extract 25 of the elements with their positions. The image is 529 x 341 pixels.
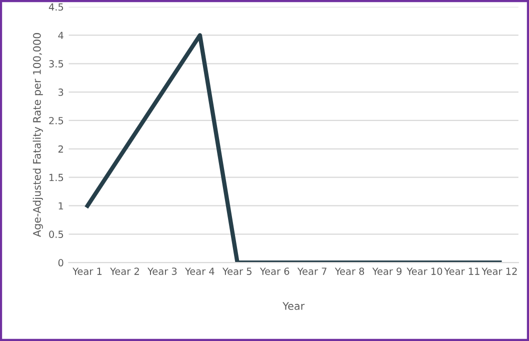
line-series bbox=[85, 33, 502, 263]
y-tick-label: 4.5 bbox=[48, 3, 64, 11]
x-tick-label: Year 7 bbox=[297, 268, 326, 275]
x-tick-label: Year 1 bbox=[72, 268, 102, 275]
y-tick-label: 3 bbox=[58, 88, 64, 96]
x-tick-label: Year 4 bbox=[184, 268, 214, 275]
x-tick-label: Year 10 bbox=[406, 268, 442, 275]
y-tick-label: 0 bbox=[58, 259, 64, 266]
y-tick-label: 4 bbox=[58, 32, 64, 39]
x-tick-label: Year 9 bbox=[372, 268, 402, 275]
x-tick-label: Year 11 bbox=[444, 268, 480, 275]
y-axis-title: Age-Adjusted Fatality Rate per 100,000 bbox=[32, 33, 43, 237]
x-tick-label: Year 6 bbox=[260, 268, 290, 275]
x-tick-label: Year 2 bbox=[110, 268, 139, 275]
y-tick-label: 1 bbox=[58, 202, 64, 210]
y-tick-label: 2.5 bbox=[49, 116, 64, 124]
x-tick-label: Year 8 bbox=[334, 268, 364, 275]
y-tick-label: 1.5 bbox=[50, 174, 64, 182]
x-tick-label: Year 3 bbox=[147, 268, 177, 275]
y-tick-label: 2 bbox=[58, 145, 63, 153]
y-tick-label: 3.5 bbox=[49, 60, 64, 68]
x-tick-label: Year 12 bbox=[482, 268, 517, 275]
y-tick-label: 0.5 bbox=[49, 230, 64, 238]
x-axis-title: Year bbox=[282, 302, 305, 310]
x-tick-label: Year 5 bbox=[222, 268, 252, 275]
